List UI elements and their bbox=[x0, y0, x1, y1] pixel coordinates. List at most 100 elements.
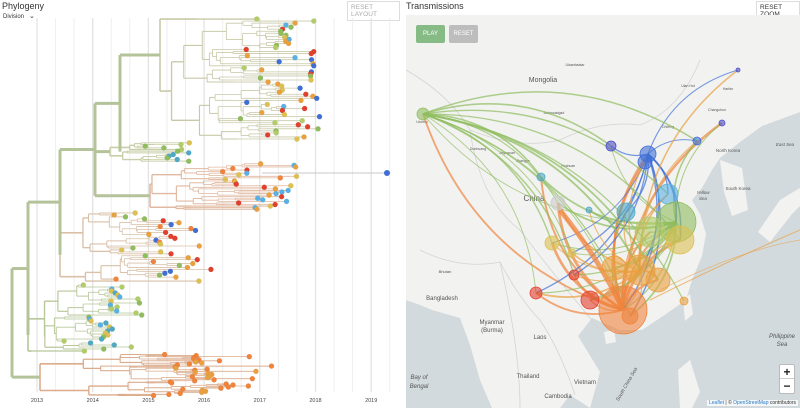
map-label: Vietnam bbox=[574, 380, 596, 386]
zoom-in-button[interactable]: + bbox=[780, 365, 794, 379]
map-label: Bengal bbox=[410, 384, 429, 390]
map-label: Dalanzadgad bbox=[544, 111, 565, 115]
tree-tip bbox=[168, 221, 174, 228]
tree-tip bbox=[310, 18, 317, 24]
year-tick-label: 2015 bbox=[142, 398, 154, 404]
tree-tip bbox=[161, 351, 168, 358]
tree-tip bbox=[303, 91, 309, 98]
leaflet-link[interactable]: Leaflet bbox=[709, 400, 725, 406]
map-label: Cambodia bbox=[544, 394, 572, 400]
location-circle bbox=[635, 217, 665, 247]
tree-tip bbox=[245, 383, 252, 389]
transmission-arc bbox=[423, 114, 574, 275]
tree-tip bbox=[111, 342, 118, 348]
tree-tip bbox=[316, 113, 323, 120]
map-label: Laos bbox=[533, 335, 546, 341]
map-label: Changchun bbox=[708, 108, 726, 112]
tree-tip bbox=[273, 130, 279, 136]
map-label: Sea bbox=[777, 342, 788, 348]
tree-tip bbox=[168, 380, 175, 386]
map-label: Sea bbox=[699, 196, 708, 201]
tree-tip bbox=[194, 256, 201, 263]
tree-tip bbox=[185, 150, 192, 156]
tree-tip bbox=[103, 320, 109, 326]
map-reset-button[interactable]: RESET bbox=[449, 25, 478, 43]
tree-tip bbox=[257, 75, 264, 81]
map-label: Myanmar bbox=[479, 320, 504, 326]
tree-tip bbox=[264, 101, 271, 108]
tree-tip bbox=[161, 145, 167, 151]
location-circle bbox=[693, 137, 701, 145]
tree-tip bbox=[222, 176, 229, 183]
map-attribution: Leaflet | © OpenStreetMap contributors bbox=[707, 400, 798, 406]
year-tick-label: 2014 bbox=[87, 398, 99, 404]
transmission-arc bbox=[650, 230, 800, 300]
tree-tip bbox=[198, 360, 205, 366]
location-circle bbox=[602, 256, 626, 280]
tree-tip bbox=[285, 40, 292, 47]
transmission-arc bbox=[536, 154, 648, 293]
location-circle bbox=[581, 291, 599, 309]
tree-tip bbox=[249, 375, 256, 382]
tree-tip bbox=[281, 111, 288, 118]
color-by-dropdown[interactable]: Division ⌄ bbox=[3, 12, 35, 20]
attribution-text: contributors bbox=[768, 400, 796, 406]
transmission-arc bbox=[423, 114, 676, 223]
tree-tip bbox=[278, 30, 284, 37]
map-sea bbox=[406, 112, 800, 408]
map-label: Yellow bbox=[696, 190, 710, 195]
chevron-down-icon: ⌄ bbox=[29, 13, 35, 20]
location-circle bbox=[599, 286, 647, 334]
tree-tip bbox=[288, 24, 294, 30]
tree-tip bbox=[192, 227, 199, 234]
reset-layout-button[interactable]: RESET LAYOUT bbox=[347, 1, 400, 21]
tree-tip bbox=[133, 310, 139, 316]
tree-tip bbox=[253, 368, 259, 375]
map-label: Zhangye bbox=[516, 159, 530, 163]
tree-tip bbox=[192, 369, 198, 376]
tree-tip bbox=[196, 243, 203, 249]
tree-tip bbox=[141, 216, 148, 222]
tree-tip bbox=[254, 195, 261, 202]
philippines-land bbox=[678, 360, 700, 408]
tree-tip bbox=[136, 300, 143, 306]
map-border bbox=[500, 262, 520, 408]
color-by-value: Division bbox=[3, 14, 25, 20]
hainan-land bbox=[604, 330, 616, 344]
zoom-control: + − bbox=[779, 364, 795, 394]
osm-link[interactable]: OpenStreetMap bbox=[733, 400, 769, 406]
map-label: Ulaanbaatar bbox=[565, 63, 585, 67]
tree-tip bbox=[261, 184, 268, 191]
tree-tip bbox=[236, 171, 242, 178]
play-button[interactable]: PLAY bbox=[416, 25, 445, 43]
transmission-arc bbox=[660, 240, 800, 290]
tree-tip bbox=[241, 65, 247, 71]
tree-tip bbox=[157, 223, 163, 230]
year-tick-label: 2016 bbox=[198, 398, 210, 404]
location-circles bbox=[417, 68, 740, 334]
tree-tip bbox=[81, 348, 88, 354]
tree-tip bbox=[310, 62, 317, 69]
tree-tip bbox=[98, 336, 105, 342]
tree-tip bbox=[172, 235, 178, 242]
phylogeny-panel: Phylogeny RESET LAYOUT Division ⌄ 2013 201… bbox=[0, 0, 400, 408]
tree-tip bbox=[211, 376, 217, 383]
tree-tip bbox=[176, 219, 182, 226]
transmission-arc bbox=[423, 110, 668, 194]
japan-land bbox=[758, 188, 800, 242]
map-label: Ulan Hot bbox=[681, 84, 695, 88]
location-circle bbox=[617, 203, 635, 221]
map-border bbox=[540, 320, 575, 395]
tree-tip bbox=[233, 181, 240, 187]
phylogeny-tree[interactable]: 2013 2014 2015 2016 2017 2018 2019 bbox=[0, 0, 400, 408]
zoom-out-button[interactable]: − bbox=[783, 379, 791, 393]
location-circle bbox=[658, 184, 678, 204]
tree-tip bbox=[150, 258, 157, 265]
tree-tip bbox=[188, 225, 194, 232]
map-label: Bhutan bbox=[439, 269, 452, 274]
tree-tip bbox=[293, 173, 300, 180]
tree-tip bbox=[108, 306, 115, 312]
branches bbox=[10, 18, 387, 397]
tree-tip bbox=[225, 384, 232, 390]
